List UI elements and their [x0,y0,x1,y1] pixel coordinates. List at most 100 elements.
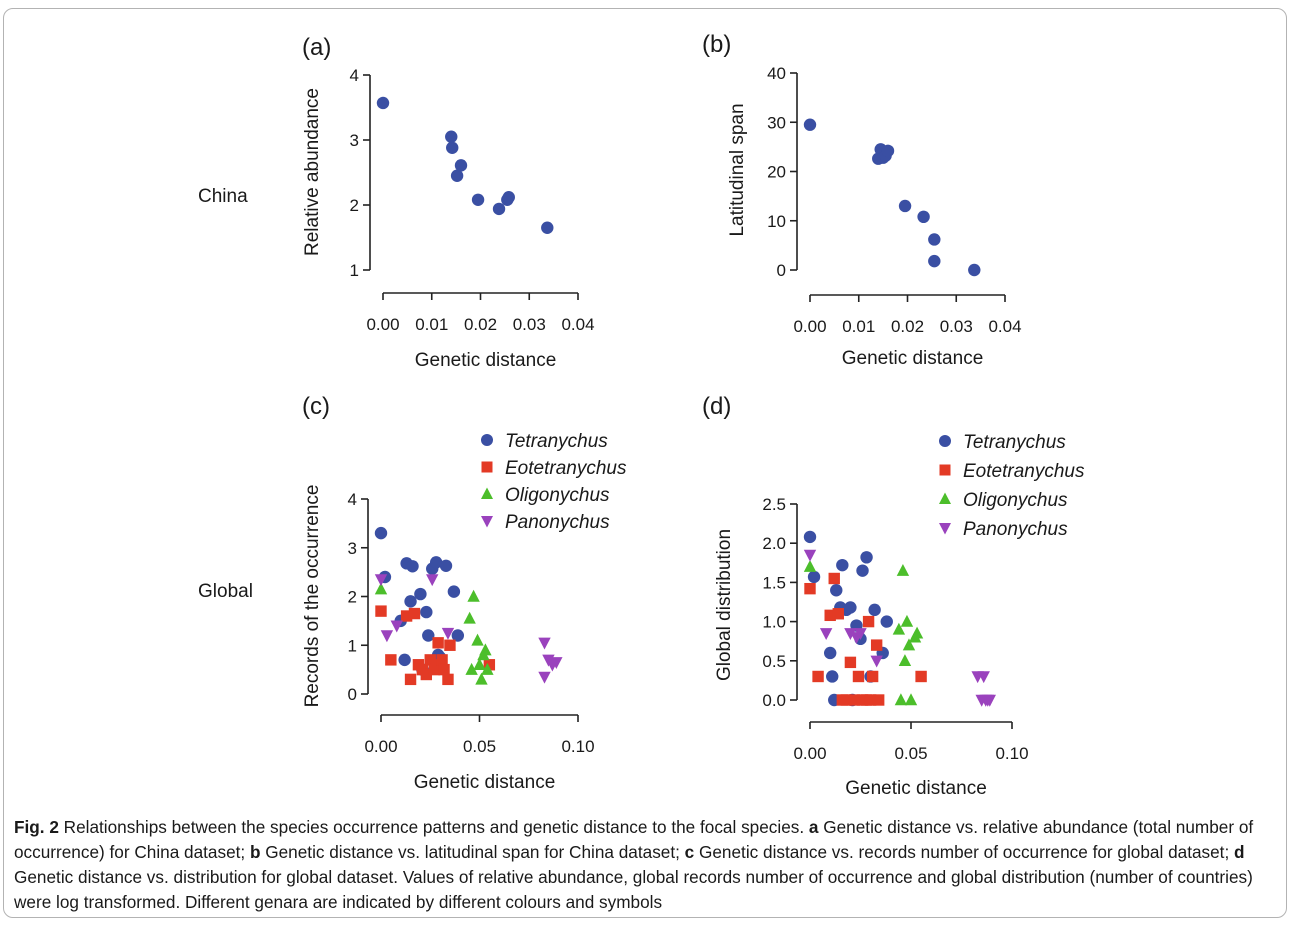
legend-label-eotetranychus: Eotetranychus [505,458,627,479]
y-tick-label: 2 [350,196,359,215]
series-point [898,199,912,213]
y-axis-label: Records of the occurrence [302,485,323,708]
y-tick-label: 4 [348,490,357,509]
figure-frame [3,8,1287,918]
eotetranychus-point [840,694,853,706]
x-tick-label: 0.00 [364,737,397,756]
oligonychus-point [463,611,476,624]
legend-marker-oligonychus [481,487,493,499]
series-point [917,210,930,224]
y-tick-label: 1.5 [762,573,786,592]
panonychus-point [870,655,883,668]
x-tick-label: 0.03 [513,315,546,334]
panel-d: (d) 0.0 0.5 1.0 1.5 2.0 2.5 0.00 0.05 0.10 Genetic… [702,393,1085,799]
legend-label-oligonychus: Oligonychus [963,490,1068,511]
y-tick-label: 1 [350,261,359,280]
tetranychus-point [420,605,433,619]
oligonychus-point [902,638,916,651]
x-axis-label: Genetic distance [845,778,987,799]
eotetranychus-point [408,607,421,620]
tetranychus-point [406,560,419,573]
eotetranychus-point [430,659,442,671]
eotetranychus-point [812,670,824,683]
series-point [928,254,941,268]
series-point [445,130,458,143]
legend-label-oligonychus: Oligonychus [505,485,610,506]
x-tick-label: 0.00 [793,317,826,336]
series-point [928,233,941,246]
legend-label-eotetranychus: Eotetranychus [963,461,1085,482]
panel-c: (c) 0 1 2 3 4 0.00 0.05 0.10 Genetic distance Reco… [302,393,627,793]
legend-label-panonychus: Panonychus [963,519,1068,540]
series-point [450,169,464,182]
panel-b: (b) 0 10 20 30 40 0.00 0.01 0.02 0.03 0.04Genetic … [702,31,1022,369]
y-tick-label: 10 [767,212,786,231]
eotetranychus-point [432,637,444,649]
tetranychus-point [836,558,849,572]
tetranychus-point [844,601,857,614]
eotetranychus-point [444,639,456,651]
x-tick-label: 0.00 [366,315,399,334]
series-point [502,191,515,204]
legend-marker-panonychus [481,516,493,528]
legend-label-tetranychus: Tetranychus [963,432,1066,453]
caption-text: Genetic distance vs. distribution for gl… [14,867,1253,912]
y-tick-label: 40 [767,64,786,83]
eotetranychus-point [852,670,865,683]
series-point [446,141,459,154]
y-tick-label: 0.5 [762,652,786,671]
tetranychus-point [830,584,843,597]
caption-panel-ref: d [1234,842,1245,862]
caption-text: Relationships between the species occurr… [58,817,809,837]
eotetranychus-point [848,694,861,706]
series-point [471,193,485,206]
x-axis-label: Genetic distance [415,350,557,371]
oligonychus-point [467,589,480,602]
series-point [968,263,981,277]
y-tick-label: 20 [767,163,786,182]
caption-text: Genetic distance vs. records number of o… [694,842,1235,862]
y-tick-label: 2.5 [762,495,786,514]
eotetranychus-point [804,582,816,595]
oligonychus-point [896,563,910,576]
eotetranychus-point [824,609,836,622]
eotetranychus-point [864,694,877,706]
legend-label-panonychus: Panonychus [505,512,610,533]
tetranychus-point [398,653,411,667]
series-point [454,159,468,172]
panonychus-point [380,630,394,643]
eotetranychus-point [442,673,454,686]
eotetranychus-point [866,670,879,683]
y-axis-label: Latitudinal span [727,103,748,236]
oligonychus-point [471,633,484,646]
caption-fig-label: Fig. 2 [14,817,59,837]
panonychus-point [441,627,455,640]
caption-panel-ref: c [684,842,695,862]
tetranychus-point [422,629,435,642]
tetranychus-point [374,526,388,540]
eotetranychus-point [438,663,450,676]
tetranychus-point [803,530,817,544]
legend-label-tetranychus: Tetranychus [505,431,608,452]
oligonychus-point [900,614,914,627]
tetranychus-point [429,556,443,569]
eotetranychus-point [400,610,413,622]
x-tick-label: 0.00 [793,744,826,763]
eotetranychus-point [424,654,436,666]
x-tick-label: 0.10 [995,744,1028,763]
series-point [376,96,390,110]
x-tick-label: 0.01 [415,315,448,334]
row-label-china: China [198,186,248,207]
oligonychus-point [473,658,486,670]
y-tick-label: 3 [350,131,359,150]
caption-panel-ref: b [249,842,261,862]
oligonychus-point [479,643,492,656]
y-tick-label: 4 [350,66,359,85]
tetranychus-point [439,559,453,572]
y-tick-label: 0.0 [762,691,786,710]
panonychus-point [983,694,996,707]
figure-caption: Fig. 2 Relationships between the species… [14,815,1280,915]
panel-label: (b) [702,31,731,58]
